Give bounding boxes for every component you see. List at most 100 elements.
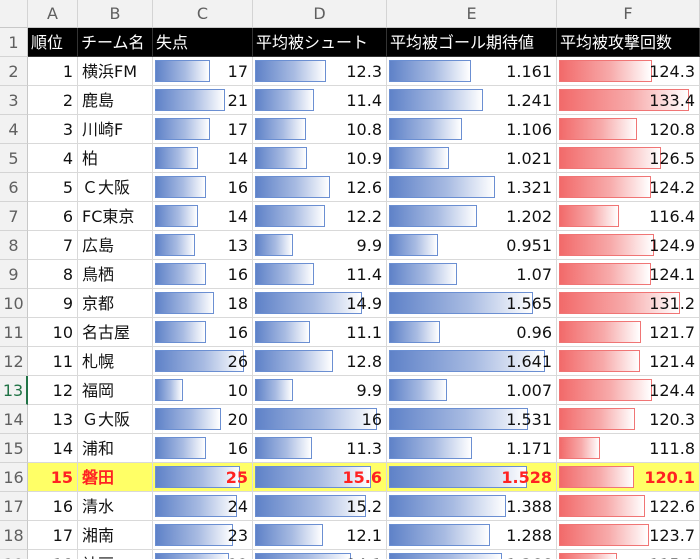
header-cell-a[interactable]: 順位	[28, 28, 78, 57]
cell-a18[interactable]: 17	[28, 521, 78, 550]
cell-e2[interactable]: 1.161	[387, 57, 557, 86]
cell-e15[interactable]: 1.171	[387, 434, 557, 463]
cell-b14[interactable]: Ｇ大阪	[78, 405, 153, 434]
row-number-8[interactable]: 8	[0, 231, 28, 260]
cell-f5[interactable]: 126.5	[557, 144, 700, 173]
cell-d6[interactable]: 12.6	[253, 173, 387, 202]
cell-a14[interactable]: 13	[28, 405, 78, 434]
cell-b5[interactable]: 柏	[78, 144, 153, 173]
cell-b6[interactable]: Ｃ大阪	[78, 173, 153, 202]
cell-b8[interactable]: 広島	[78, 231, 153, 260]
row-number-14[interactable]: 14	[0, 405, 28, 434]
header-cell-e[interactable]: 平均被ゴール期待値	[387, 28, 557, 57]
row-number-6[interactable]: 6	[0, 173, 28, 202]
cell-d5[interactable]: 10.9	[253, 144, 387, 173]
cell-c16[interactable]: 25	[153, 463, 253, 492]
cell-f4[interactable]: 120.8	[557, 115, 700, 144]
cell-f11[interactable]: 121.7	[557, 318, 700, 347]
cell-e7[interactable]: 1.202	[387, 202, 557, 231]
cell-a4[interactable]: 3	[28, 115, 78, 144]
cell-c4[interactable]: 17	[153, 115, 253, 144]
cell-f3[interactable]: 133.4	[557, 86, 700, 115]
cell-f2[interactable]: 124.3	[557, 57, 700, 86]
cell-c3[interactable]: 21	[153, 86, 253, 115]
cell-b7[interactable]: FC東京	[78, 202, 153, 231]
cell-d2[interactable]: 12.3	[253, 57, 387, 86]
cell-b18[interactable]: 湘南	[78, 521, 153, 550]
cell-d13[interactable]: 9.9	[253, 376, 387, 405]
cell-f19[interactable]: 115.9	[557, 550, 700, 559]
cell-c18[interactable]: 23	[153, 521, 253, 550]
cell-e18[interactable]: 1.288	[387, 521, 557, 550]
column-header-d[interactable]: D	[253, 0, 387, 28]
cell-a3[interactable]: 2	[28, 86, 78, 115]
cell-e16[interactable]: 1.528	[387, 463, 557, 492]
cell-b13[interactable]: 福岡	[78, 376, 153, 405]
header-cell-c[interactable]: 失点	[153, 28, 253, 57]
cell-e19[interactable]: 1.366	[387, 550, 557, 559]
cell-e13[interactable]: 1.007	[387, 376, 557, 405]
row-number-10[interactable]: 10	[0, 289, 28, 318]
row-number-2[interactable]: 2	[0, 57, 28, 86]
cell-d18[interactable]: 12.1	[253, 521, 387, 550]
cell-a13[interactable]: 12	[28, 376, 78, 405]
column-header-e[interactable]: E	[387, 0, 557, 28]
cell-e14[interactable]: 1.531	[387, 405, 557, 434]
row-number-17[interactable]: 17	[0, 492, 28, 521]
cell-f8[interactable]: 124.9	[557, 231, 700, 260]
cell-a10[interactable]: 9	[28, 289, 78, 318]
row-number-16[interactable]: 16	[0, 463, 28, 492]
cell-e4[interactable]: 1.106	[387, 115, 557, 144]
cell-c12[interactable]: 26	[153, 347, 253, 376]
cell-b4[interactable]: 川崎F	[78, 115, 153, 144]
cell-d19[interactable]: 14.1	[253, 550, 387, 559]
row-number-15[interactable]: 15	[0, 434, 28, 463]
column-header-a[interactable]: A	[28, 0, 78, 28]
cell-b2[interactable]: 横浜FM	[78, 57, 153, 86]
cell-c11[interactable]: 16	[153, 318, 253, 347]
cell-e8[interactable]: 0.951	[387, 231, 557, 260]
cell-c14[interactable]: 20	[153, 405, 253, 434]
header-cell-b[interactable]: チーム名	[78, 28, 153, 57]
cell-b16[interactable]: 磐田	[78, 463, 153, 492]
cell-c17[interactable]: 24	[153, 492, 253, 521]
row-number-7[interactable]: 7	[0, 202, 28, 231]
cell-f13[interactable]: 124.4	[557, 376, 700, 405]
cell-c2[interactable]: 17	[153, 57, 253, 86]
header-cell-f[interactable]: 平均被攻撃回数	[557, 28, 700, 57]
row-number-3[interactable]: 3	[0, 86, 28, 115]
cell-e10[interactable]: 1.565	[387, 289, 557, 318]
cell-b3[interactable]: 鹿島	[78, 86, 153, 115]
cell-d17[interactable]: 15.2	[253, 492, 387, 521]
cell-f6[interactable]: 124.2	[557, 173, 700, 202]
cell-d3[interactable]: 11.4	[253, 86, 387, 115]
row-number-19[interactable]: 19	[0, 550, 28, 559]
cell-b10[interactable]: 京都	[78, 289, 153, 318]
row-number-9[interactable]: 9	[0, 260, 28, 289]
cell-c19[interactable]: 22	[153, 550, 253, 559]
cell-f9[interactable]: 124.1	[557, 260, 700, 289]
cell-e5[interactable]: 1.021	[387, 144, 557, 173]
cell-c7[interactable]: 14	[153, 202, 253, 231]
cell-d7[interactable]: 12.2	[253, 202, 387, 231]
cell-c5[interactable]: 14	[153, 144, 253, 173]
cell-f7[interactable]: 116.4	[557, 202, 700, 231]
cell-a6[interactable]: 5	[28, 173, 78, 202]
cell-a5[interactable]: 4	[28, 144, 78, 173]
cell-d10[interactable]: 14.9	[253, 289, 387, 318]
cell-b11[interactable]: 名古屋	[78, 318, 153, 347]
cell-f12[interactable]: 121.4	[557, 347, 700, 376]
cell-e11[interactable]: 0.96	[387, 318, 557, 347]
cell-a2[interactable]: 1	[28, 57, 78, 86]
row-number-1[interactable]: 1	[0, 28, 28, 57]
column-header-f[interactable]: F	[557, 0, 700, 28]
cell-a9[interactable]: 8	[28, 260, 78, 289]
cell-c6[interactable]: 16	[153, 173, 253, 202]
cell-f14[interactable]: 120.3	[557, 405, 700, 434]
cell-f10[interactable]: 131.2	[557, 289, 700, 318]
column-header-b[interactable]: B	[78, 0, 153, 28]
cell-d16[interactable]: 15.6	[253, 463, 387, 492]
cell-c15[interactable]: 16	[153, 434, 253, 463]
cell-c13[interactable]: 10	[153, 376, 253, 405]
cell-e9[interactable]: 1.07	[387, 260, 557, 289]
